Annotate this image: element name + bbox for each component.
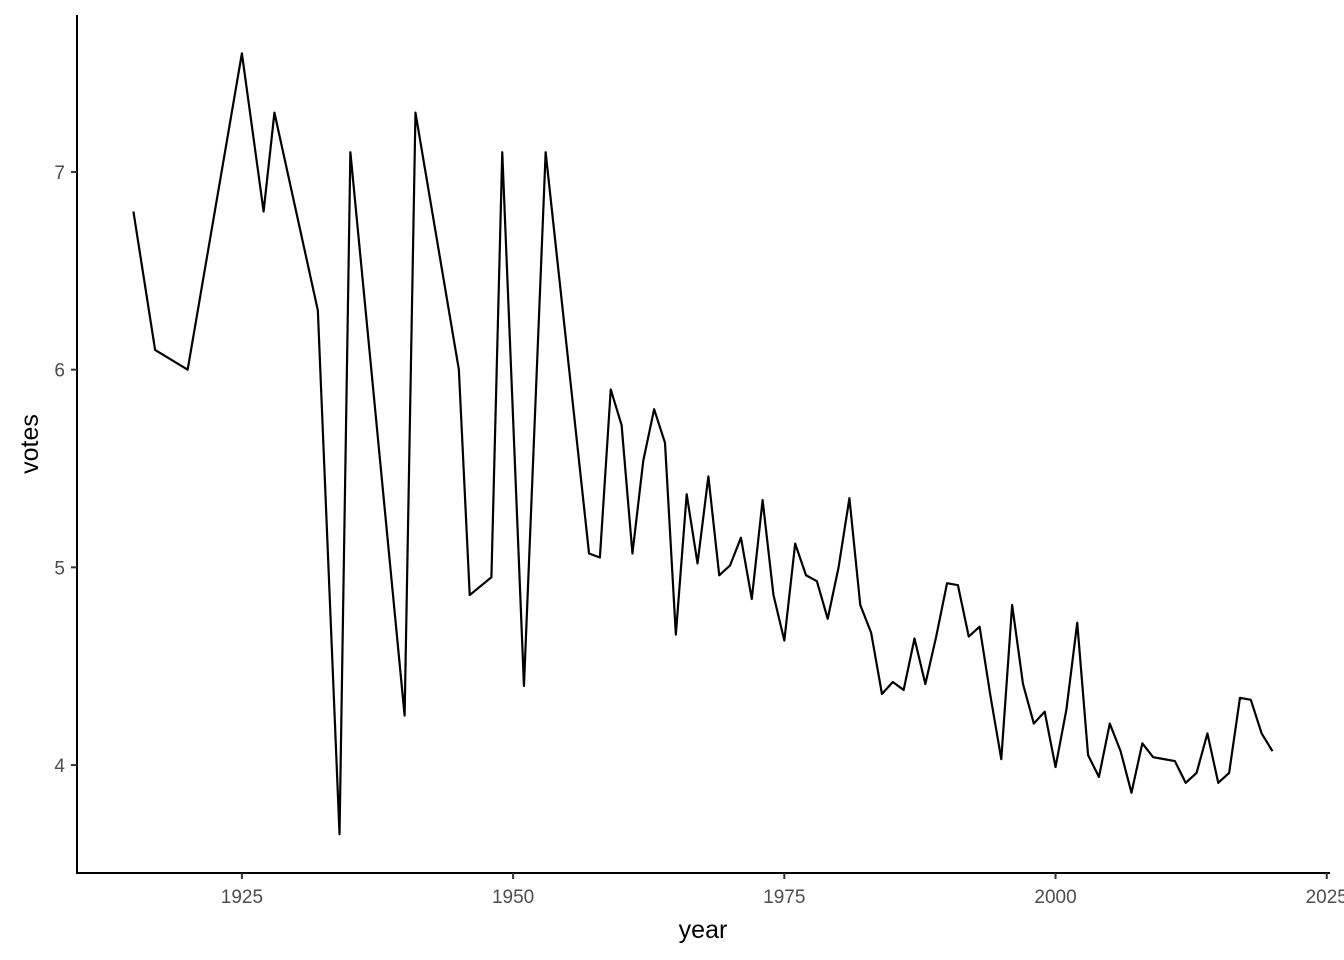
x-tick-label: 2025 xyxy=(1306,887,1344,908)
x-tick-label: 2000 xyxy=(1034,887,1076,908)
y-tick-label: 6 xyxy=(54,361,65,382)
y-axis-title: votes xyxy=(16,414,44,474)
x-tick-label: 1950 xyxy=(492,887,534,908)
y-tick-label: 4 xyxy=(54,756,65,777)
y-tick-label: 7 xyxy=(54,163,65,184)
y-tick-label: 5 xyxy=(54,558,65,579)
x-axis-title: year xyxy=(679,916,728,944)
line xyxy=(132,52,1274,836)
x-tick-label: 1925 xyxy=(221,887,263,908)
x-tick-label: 1975 xyxy=(763,887,805,908)
